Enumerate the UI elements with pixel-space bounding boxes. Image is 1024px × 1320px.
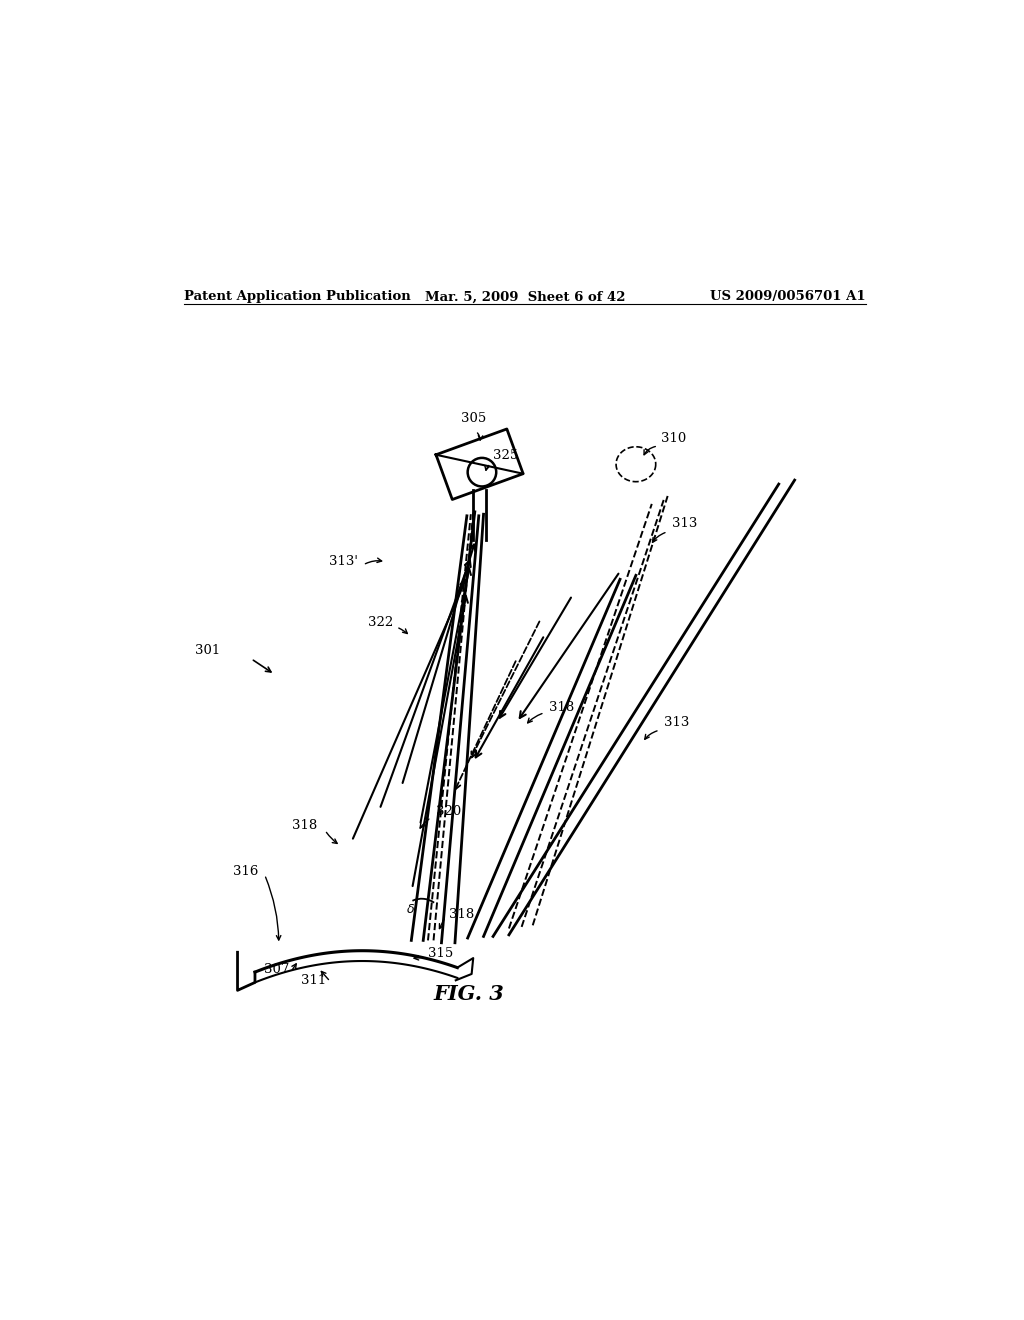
Text: 318: 318 <box>450 908 475 921</box>
Text: 320: 320 <box>436 804 461 817</box>
Text: Mar. 5, 2009  Sheet 6 of 42: Mar. 5, 2009 Sheet 6 of 42 <box>425 290 625 304</box>
Text: 318: 318 <box>292 818 317 832</box>
FancyArrowPatch shape <box>420 818 429 828</box>
FancyArrowPatch shape <box>327 833 337 843</box>
Text: US 2009/0056701 A1: US 2009/0056701 A1 <box>711 290 866 304</box>
Text: Patent Application Publication: Patent Application Publication <box>183 290 411 304</box>
Text: 316: 316 <box>232 865 258 878</box>
Text: 313: 313 <box>672 517 697 531</box>
Text: FIG. 3: FIG. 3 <box>434 983 505 1005</box>
FancyArrowPatch shape <box>484 466 489 470</box>
Text: 310: 310 <box>662 433 686 445</box>
Text: 313': 313' <box>329 556 357 569</box>
FancyArrowPatch shape <box>645 731 657 739</box>
Text: 315: 315 <box>428 948 454 961</box>
Text: 313: 313 <box>664 715 689 729</box>
FancyArrowPatch shape <box>477 433 482 440</box>
Text: 311: 311 <box>301 974 327 986</box>
Text: 318: 318 <box>549 701 573 714</box>
FancyArrowPatch shape <box>644 446 655 455</box>
FancyArrowPatch shape <box>652 533 665 543</box>
FancyArrowPatch shape <box>527 714 542 723</box>
FancyArrowPatch shape <box>366 558 382 564</box>
Text: 322: 322 <box>368 616 393 630</box>
FancyArrowPatch shape <box>265 876 281 940</box>
Text: $\delta$: $\delta$ <box>406 903 415 916</box>
FancyArrowPatch shape <box>398 628 408 634</box>
Text: 325: 325 <box>494 449 518 462</box>
Text: 307: 307 <box>264 964 290 977</box>
Text: 305: 305 <box>461 412 486 425</box>
Text: 301: 301 <box>196 644 221 657</box>
